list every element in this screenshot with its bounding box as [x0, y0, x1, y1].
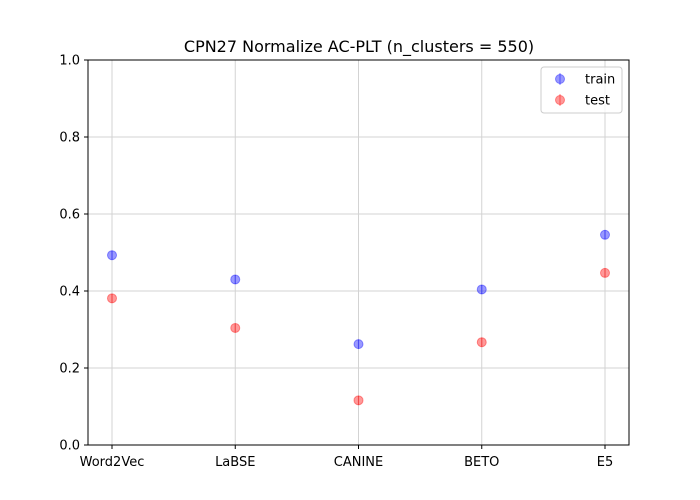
data-point-test — [230, 322, 241, 333]
y-tick-label: 0.6 — [59, 208, 80, 223]
data-point-train — [230, 274, 241, 285]
legend-marker — [555, 94, 565, 106]
chart-title: CPN27 Normalize AC-PLT (n_clusters = 550… — [184, 37, 534, 57]
legend-label: train — [585, 73, 615, 88]
y-tick-label: 0.2 — [59, 362, 80, 377]
data-point-train — [107, 250, 117, 261]
x-tick-label: Word2Vec — [80, 455, 145, 470]
x-axis: Word2Vec LaBSE CANINE BETO E5 — [80, 445, 614, 470]
y-tick-label: 0.8 — [59, 131, 80, 146]
legend-box — [540, 66, 623, 114]
data-point-train — [600, 229, 610, 240]
x-tick-label: E5 — [597, 455, 614, 470]
data-point-train — [476, 284, 487, 295]
y-tick-label: 0.4 — [59, 285, 80, 300]
legend-item-train: train — [555, 73, 615, 88]
data-point-test — [600, 267, 610, 278]
legend: train test — [540, 66, 623, 114]
legend-item-test: test — [555, 94, 610, 109]
grid — [88, 59, 629, 446]
legend-marker — [555, 73, 565, 85]
y-axis: 0.0 0.2 0.4 0.6 0.8 1.0 — [59, 54, 88, 454]
data-marks — [107, 229, 610, 406]
legend-label: test — [585, 94, 610, 109]
x-tick-label: CANINE — [334, 455, 383, 470]
y-tick-label: 0.0 — [59, 439, 80, 454]
x-tick-label: LaBSE — [215, 455, 255, 470]
data-point-test — [476, 337, 487, 348]
data-point-test — [353, 395, 364, 406]
x-tick-label: BETO — [464, 455, 499, 470]
y-tick-label: 1.0 — [59, 54, 80, 69]
data-point-train — [353, 339, 364, 350]
data-point-test — [107, 293, 117, 304]
